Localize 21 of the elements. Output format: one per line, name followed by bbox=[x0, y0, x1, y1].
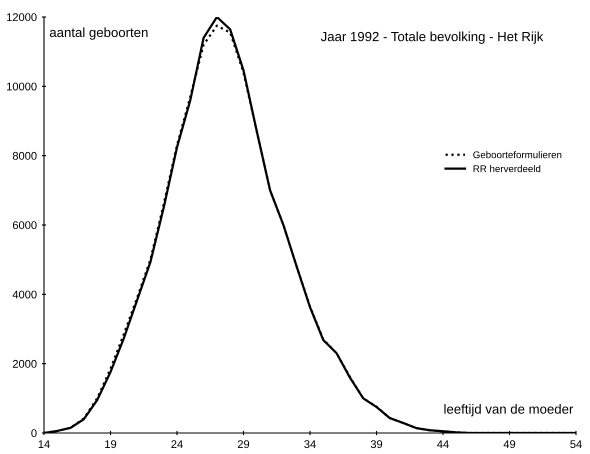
y-axis-title: aantal geboorten bbox=[50, 27, 148, 40]
x-tick-label: 29 bbox=[238, 440, 250, 448]
y-tick-label: 6000 bbox=[12, 221, 37, 230]
x-tick-label: 14 bbox=[38, 440, 50, 448]
x-tick-label: 44 bbox=[437, 440, 449, 448]
y-tick-label: 2000 bbox=[12, 360, 37, 368]
y-tick-label: 4000 bbox=[12, 290, 37, 298]
x-tick-label: 19 bbox=[105, 440, 116, 448]
x-tick-label: 54 bbox=[570, 440, 582, 448]
y-tick-label: 0 bbox=[31, 429, 37, 438]
y-tick-label: 12000 bbox=[7, 13, 37, 22]
x-tick-label: 24 bbox=[171, 440, 183, 448]
x-tick-label: 49 bbox=[504, 440, 516, 448]
legend-label: Geboorteformulieren bbox=[473, 151, 562, 158]
y-tick-label: 10000 bbox=[7, 82, 37, 90]
text: Jaar 1992 - Totale bevolking - Het Rijk bbox=[320, 32, 544, 44]
x-tick-label: 39 bbox=[370, 440, 382, 448]
legend-label: RR herverdeeld bbox=[474, 165, 540, 172]
x-axis-title: leeftijd van de moeder bbox=[444, 404, 574, 416]
x-tick-label: 34 bbox=[304, 440, 316, 448]
y-tick-label: 8000 bbox=[12, 152, 37, 160]
